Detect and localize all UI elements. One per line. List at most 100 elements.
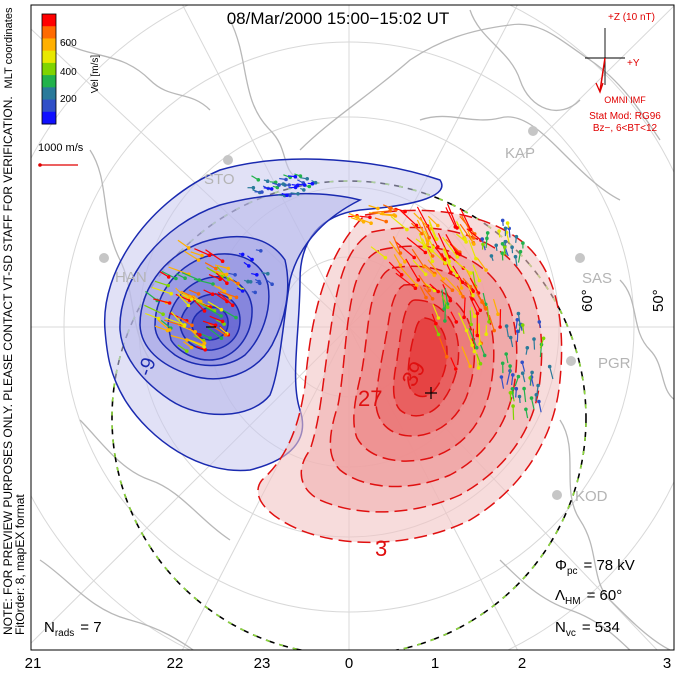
velocity-vector [411,248,425,267]
velocity-vector [469,310,472,325]
vector-origin [220,259,225,264]
velocity-vector [450,357,457,370]
vector-origin [302,188,306,192]
velocity-vector [207,327,222,339]
velocity-vector [416,219,429,242]
velocity-vector [461,215,475,239]
vector-origin [288,193,292,198]
velocity-vector [467,284,474,296]
vector-origin [165,328,170,333]
vector-origin [515,318,520,322]
vector-origin [253,290,257,295]
vector-origin [432,273,437,278]
velocity-vector [512,406,515,420]
mlt-tick: 0 [345,655,353,672]
velocity-vector [506,370,511,385]
velocity-vector [432,304,439,319]
nvc-subscript: vc [566,628,576,639]
velocity-vector [469,277,480,294]
velocity-vector [350,217,364,223]
vector-origin [497,229,501,233]
velocity-vector [482,292,487,305]
velocity-vector [447,262,458,276]
vector-origin [537,399,541,404]
vector-origin [186,246,191,250]
station-marker [99,253,109,263]
velocity-vector [462,277,471,288]
vector-origin [476,366,481,370]
vector-origin [213,323,218,328]
velocity-vector [480,344,486,356]
phi-symbol: Φ [555,557,567,574]
vector-origin [458,252,462,257]
vector-origin [228,296,233,300]
vector-origin [463,237,467,241]
vector-origin [211,282,215,286]
lambda-symbol: Λ [555,587,565,604]
velocity-vector [468,328,478,348]
phi-value: = 78 kV [584,557,635,574]
station-label-sas: SAS [582,270,612,287]
plot-frame [30,4,675,651]
vector-origin [445,305,450,310]
vector-origin [443,261,448,265]
vector-origin [425,239,430,243]
vector-origin [500,251,505,255]
fit-order-note: FitOrder: 8, mapEX format [13,494,27,635]
velocity-vector [193,278,214,285]
vector-origin [307,184,312,189]
velocity-vector [517,251,522,263]
vector-origin [236,281,240,286]
vector-origin [498,325,502,329]
velocity-vector [177,316,193,326]
nrads-value: = 7 [80,619,101,636]
vector-origin [474,345,479,350]
velocity-vector [530,397,535,410]
velocity-vector [466,228,482,241]
velocity-vector [523,388,527,403]
vector-origin [248,280,253,284]
vector-origin [450,288,455,293]
velocity-vector [180,290,191,298]
vector-origin [198,333,202,337]
vector-origin [500,218,505,223]
velocity-vector [422,264,435,276]
vector-origin [547,364,552,369]
vector-origin [214,266,218,271]
vector-origin [185,338,189,342]
vector-origin [167,301,172,305]
velocity-vector [460,208,472,230]
vector-origin [218,277,222,282]
velocity-vector [164,319,185,327]
vector-origin [449,270,453,275]
vector-origin [514,386,519,391]
colorbar-block [42,87,56,101]
velocity-vector [429,283,439,292]
vector-origin [484,332,489,337]
vector-origin [296,192,300,196]
vector-origin [455,273,459,278]
vector-origin [230,303,235,308]
velocity-vector [445,234,457,254]
velocity-vector [153,298,170,304]
vector-origin [161,312,165,317]
velocity-vector [214,264,229,270]
vector-origin [511,404,515,408]
vector-origin [269,187,274,191]
vector-origin [313,180,318,185]
positive-cell [257,209,563,544]
velocity-vector [170,311,185,327]
vector-origin [240,252,245,257]
vector-origin [384,219,389,224]
vector-origin [537,320,542,324]
vector-origin [251,185,256,190]
velocity-vector [423,287,434,300]
velocity-vector [194,248,210,256]
velocity-vector [418,232,425,248]
mlt-tick: 23 [254,655,271,672]
velocity-vector [467,230,475,245]
velocity-vector [184,250,199,261]
vector-origin [219,307,224,312]
vector-origin [305,177,310,181]
velocity-vector [488,314,495,331]
